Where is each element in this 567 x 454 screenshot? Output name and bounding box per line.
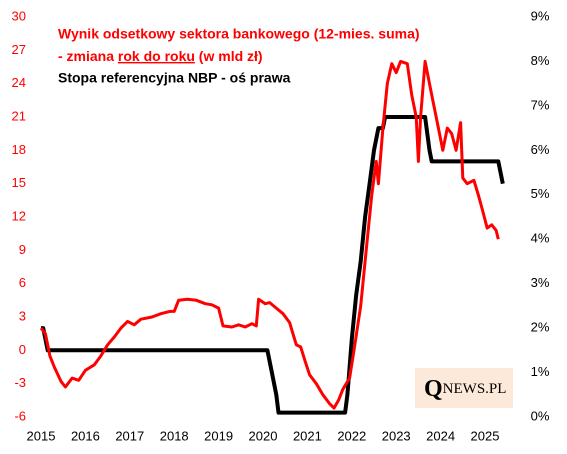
x-tick-label: 2015	[27, 428, 56, 443]
x-tick-label: 2020	[249, 428, 278, 443]
x-tick-label: 2016	[71, 428, 100, 443]
y2-tick-label: 6%	[531, 142, 550, 157]
y-tick-label: 9	[19, 242, 26, 257]
line-series	[41, 115, 505, 415]
x-tick-label: 2025	[471, 428, 500, 443]
y-tick-label: 27	[12, 42, 26, 57]
y-tick-label: 30	[12, 8, 26, 23]
y-tick-label: 3	[19, 308, 26, 323]
y-tick-label: 15	[12, 175, 26, 190]
x-tick-label: 2017	[115, 428, 144, 443]
x-tick-label: 2019	[204, 428, 233, 443]
x-tick-label: 2024	[426, 428, 455, 443]
y-tick-label: 24	[12, 75, 26, 90]
legend-red: Wynik odsetkowy sektora bankowego (12-mi…	[58, 26, 420, 42]
y2-tick-label: 2%	[531, 320, 550, 335]
y-tick-label: -3	[14, 375, 26, 390]
y2-tick-label: 0%	[531, 408, 550, 423]
x-tick-label: 2021	[293, 428, 322, 443]
note: - zmiana	[58, 48, 118, 64]
y2-tick-label: 1%	[531, 364, 550, 379]
line-series	[39, 59, 500, 410]
x-tick-label: 2022	[337, 428, 366, 443]
x-tick-label: 2023	[382, 428, 411, 443]
y2-tick-label: 7%	[531, 97, 550, 112]
y-tick-label: 21	[12, 108, 26, 123]
y-tick-label: -6	[14, 408, 26, 423]
logo: QNEWS.PL	[424, 376, 506, 402]
logo-rest: NEWS.PL	[443, 381, 507, 397]
y-tick-label: 18	[12, 142, 26, 157]
y2-tick-label: 4%	[531, 231, 550, 246]
logo-box	[415, 368, 513, 408]
y-tick-label: 12	[12, 208, 26, 223]
y2-tick-label: 9%	[531, 8, 550, 23]
logo-q: Q	[424, 376, 443, 402]
y2-tick-label: 8%	[531, 53, 550, 68]
y-tick-label: 6	[19, 275, 26, 290]
legend-red-note: - zmiana rok do roku (w mld zł)	[58, 48, 263, 64]
note: (w mld zł)	[195, 48, 263, 64]
y2-tick-label: 3%	[531, 275, 550, 290]
y2-tick-label: 5%	[531, 186, 550, 201]
note-underlined: rok do roku	[118, 48, 195, 64]
x-tick-label: 2018	[160, 428, 189, 443]
y-tick-label: 0	[19, 342, 26, 357]
legend-black: Stopa referencyjna NBP - oś prawa	[58, 70, 291, 86]
